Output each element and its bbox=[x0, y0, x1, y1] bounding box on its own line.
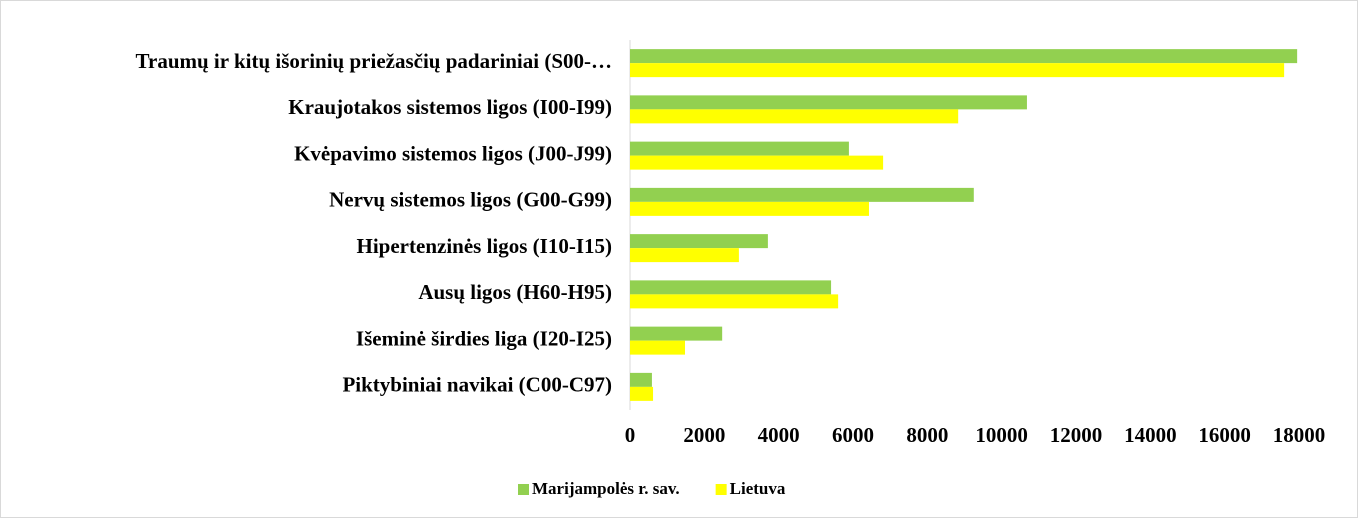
bar bbox=[630, 49, 1298, 64]
bar bbox=[630, 201, 869, 216]
y-tick-label: Traumų ir kitų išorinių priežasčių padar… bbox=[136, 49, 612, 73]
x-tick-label: 14000 bbox=[1124, 423, 1177, 447]
x-tick-label: 0 bbox=[625, 423, 636, 447]
x-tick-label: 8000 bbox=[906, 423, 948, 447]
x-tick-label: 18000 bbox=[1273, 423, 1326, 447]
bar bbox=[630, 340, 686, 355]
bar bbox=[630, 234, 768, 249]
bar bbox=[630, 63, 1285, 78]
x-tick-label: 6000 bbox=[832, 423, 874, 447]
bar bbox=[630, 386, 654, 401]
legend-swatch bbox=[715, 484, 727, 495]
y-tick-label: Kraujotakos sistemos ligos (I00-I99) bbox=[288, 95, 612, 119]
x-tick-label: 4000 bbox=[758, 423, 800, 447]
x-tick-label: 12000 bbox=[1050, 423, 1103, 447]
x-tick-label: 2000 bbox=[683, 423, 725, 447]
y-tick-label: Ausų ligos (H60-H95) bbox=[418, 280, 612, 304]
x-tick-label: 10000 bbox=[975, 423, 1028, 447]
legend-label: Marijampolės r. sav. bbox=[532, 479, 680, 498]
y-tick-label: Hipertenzinės ligos (I10-I15) bbox=[357, 234, 612, 258]
legend-swatch bbox=[518, 484, 529, 495]
bar bbox=[630, 280, 832, 295]
y-tick-label: Kvėpavimo sistemos ligos (J00-J99) bbox=[294, 141, 612, 165]
bar bbox=[630, 372, 652, 387]
bar bbox=[630, 155, 884, 170]
bar bbox=[630, 141, 849, 156]
bar bbox=[630, 248, 739, 263]
bar bbox=[630, 95, 1027, 110]
bar bbox=[630, 294, 839, 309]
bar bbox=[630, 187, 974, 202]
bar bbox=[630, 326, 723, 341]
legend-label: Lietuva bbox=[730, 479, 786, 498]
y-tick-label: Išeminė širdies liga (I20-I25) bbox=[356, 326, 612, 350]
y-tick-label: Piktybiniai navikai (C00-C97) bbox=[342, 373, 612, 397]
x-tick-label: 16000 bbox=[1198, 423, 1251, 447]
bar bbox=[630, 109, 959, 124]
y-tick-label: Nervų sistemos ligos (G00-G99) bbox=[329, 188, 612, 212]
